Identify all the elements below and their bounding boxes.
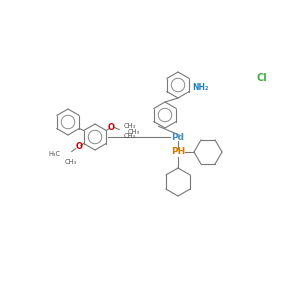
Text: Cl: Cl — [256, 73, 267, 83]
Text: O: O — [108, 123, 115, 132]
Text: CH₃: CH₃ — [123, 133, 135, 139]
Text: CH₃: CH₃ — [65, 160, 77, 166]
Text: NH₂: NH₂ — [192, 83, 208, 92]
Text: CH₃: CH₃ — [123, 124, 135, 130]
Text: O: O — [75, 142, 82, 151]
Text: CH₃: CH₃ — [128, 129, 140, 135]
Text: Pd: Pd — [172, 133, 184, 142]
Text: H₃C: H₃C — [49, 151, 61, 157]
Text: PH: PH — [171, 148, 185, 157]
